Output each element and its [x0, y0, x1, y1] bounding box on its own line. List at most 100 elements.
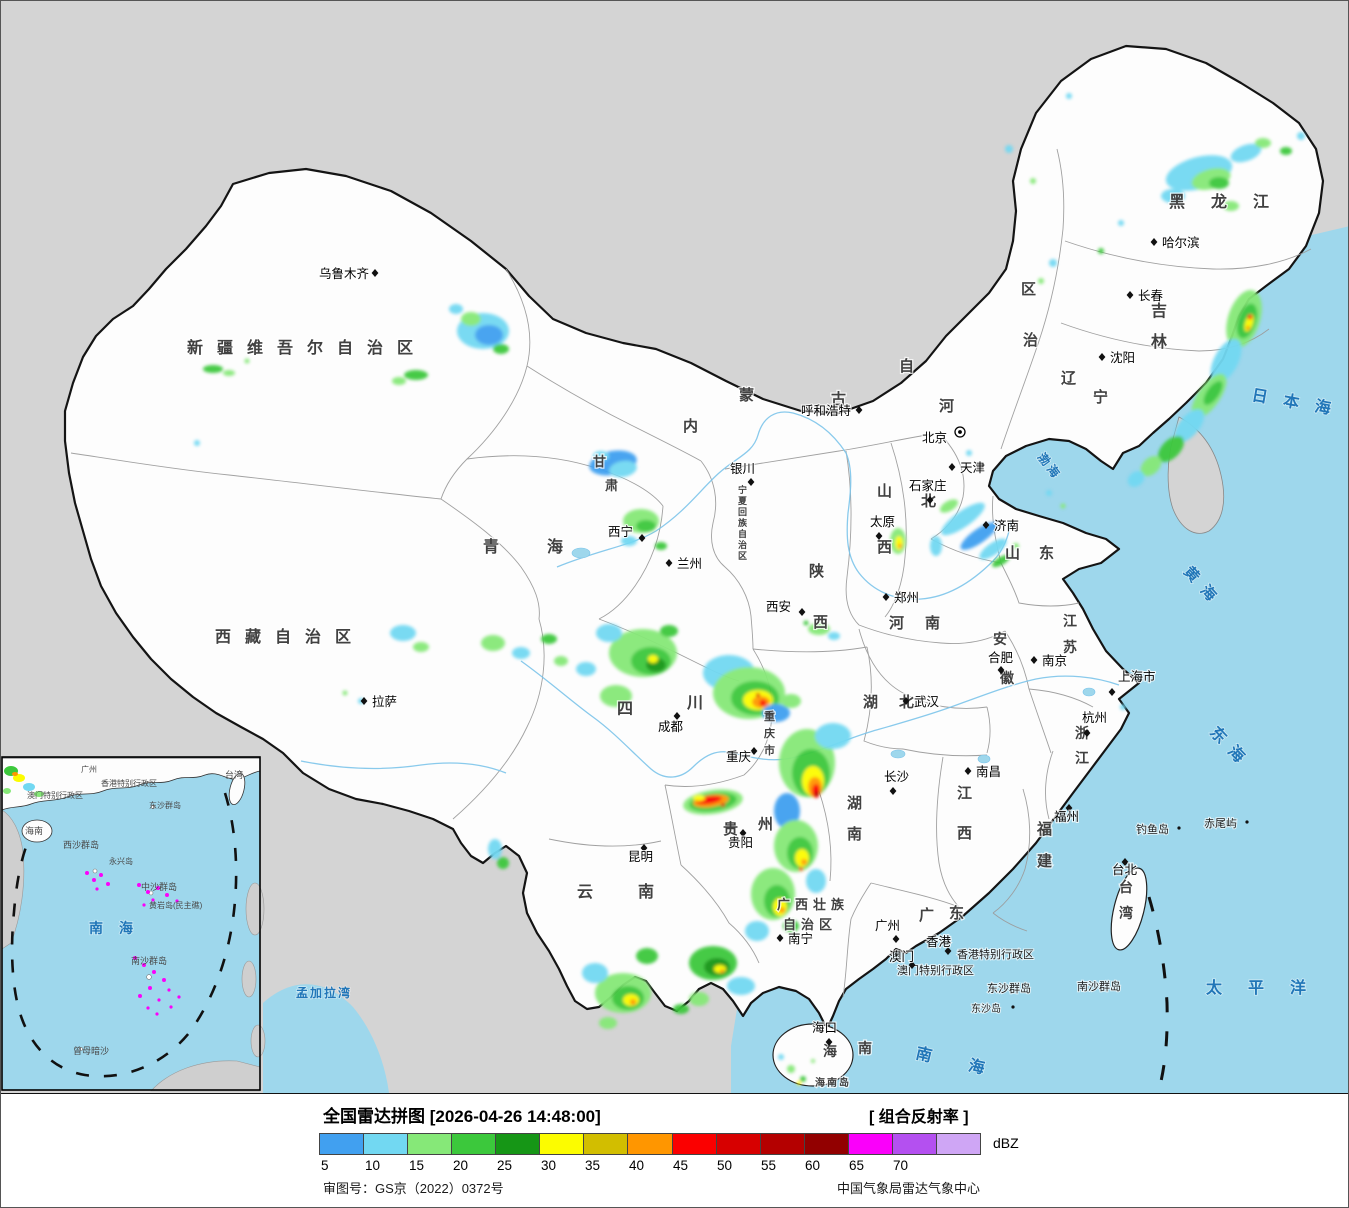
province-label: 新疆维吾尔自治区: [187, 338, 427, 357]
legend-color-cell: [584, 1134, 629, 1154]
city-label: 天津: [960, 461, 985, 475]
city-marker: [926, 496, 934, 504]
lakes: [571, 547, 1096, 764]
city: 哈尔滨: [1150, 234, 1201, 251]
city: 成都: [657, 712, 685, 735]
city: 太原: [869, 513, 896, 540]
city: 济南: [982, 517, 1020, 534]
city-marker: [892, 935, 900, 943]
credit: 中国气象局雷达气象中心: [837, 1181, 981, 1196]
city-label: 长沙: [884, 770, 910, 784]
province-label: 甘: [593, 454, 606, 469]
product-label: [ 组合反射率 ]: [869, 1109, 969, 1126]
city-label: 太原: [870, 514, 895, 529]
city-marker: [944, 947, 952, 955]
city-label: 郑州: [894, 590, 919, 605]
city-label: 武汉: [914, 695, 940, 709]
city-marker: [948, 463, 956, 471]
legend-value: 60: [805, 1158, 821, 1173]
province-label: 山: [1005, 545, 1020, 562]
province-label: 川: [686, 695, 703, 712]
legend-color-cell: [892, 1134, 937, 1154]
province-label: 州: [757, 816, 773, 833]
province-label: 区: [1021, 281, 1036, 298]
province-label: 贵: [723, 820, 738, 838]
city-marker: [1126, 291, 1134, 299]
radar-echo-layer: [194, 93, 1305, 1085]
city: 天津: [948, 460, 986, 476]
radar-echo-cluster-qinghai-tibet: [342, 625, 568, 704]
city-label: 拉萨: [372, 694, 397, 709]
radar-echo-cluster-hunan: [774, 723, 851, 893]
city-label: 福州: [1054, 809, 1079, 824]
province-label: 自治区: [783, 917, 837, 932]
province-label: 浙江: [1075, 725, 1089, 766]
city: 上海市: [1108, 668, 1157, 696]
island-label: 东沙岛: [971, 1002, 1001, 1015]
province-label: 宁: [1093, 388, 1108, 406]
legend-color-cell: [848, 1134, 893, 1154]
city-marker: [640, 844, 648, 852]
legend-value: 55: [761, 1158, 777, 1173]
province-label: 重庆市: [763, 709, 775, 757]
sea-label: 孟加拉湾: [296, 985, 352, 1000]
inset-label: 东沙群岛: [149, 800, 181, 810]
city-label: 兰州: [677, 557, 702, 571]
inset-taiwan: [228, 772, 246, 806]
legend-color-cell: [408, 1134, 453, 1154]
province-label: 广西壮族: [777, 897, 849, 912]
inset-vietnam: [1, 809, 25, 950]
province-label: 山: [877, 483, 892, 500]
city-label: 台北: [1112, 862, 1138, 877]
legend-color-cell: [804, 1134, 849, 1154]
city-marker: [1065, 804, 1073, 812]
island-label: 香港特别行政区: [957, 947, 1034, 961]
city-marker: [825, 1038, 833, 1046]
radar-echo-cluster-guizhou: [683, 789, 743, 815]
province-label: 四: [617, 701, 633, 718]
legend-panel: 全国雷达拼图 [2026-04-26 14:48:00] [ 组合反射率 ] 5…: [1, 1093, 1348, 1207]
city-label: 上海市: [1118, 669, 1156, 684]
inset-label: 南海: [89, 920, 149, 936]
city-marker: [1098, 353, 1106, 361]
island-markers: [1011, 820, 1249, 1009]
city-marker: [371, 269, 379, 277]
city-label: 成都: [658, 720, 684, 734]
province-label: 台湾: [1119, 879, 1133, 921]
province-label: 治: [1023, 331, 1038, 349]
province-label: 内: [683, 417, 698, 435]
city-label: 沈阳: [1110, 350, 1135, 365]
city-marker: [1121, 858, 1129, 866]
sea-label: 太平洋: [1205, 978, 1332, 997]
nine-dash-line: [1147, 896, 1169, 1094]
city-label: 香港: [926, 935, 952, 949]
city: 呼和浩特: [800, 402, 863, 419]
city: 广州: [874, 918, 901, 943]
city: 西安: [765, 598, 806, 616]
legend-value: 5: [321, 1158, 329, 1173]
legend-color-cell: [936, 1134, 980, 1154]
city-marker: [1108, 688, 1116, 696]
city: 石家庄: [908, 477, 948, 504]
province-label: 肃: [605, 478, 618, 493]
map-area: 新疆维吾尔自治区西藏自治区青海内蒙古自治区黑龙江吉林辽宁河北山西山东河南陕西甘肃…: [1, 1, 1348, 1094]
radar-echo-cluster-chongqing: [703, 655, 801, 722]
city: 昆明: [627, 844, 654, 865]
province-label: 青海: [483, 537, 611, 556]
city-marker: [665, 559, 673, 567]
province-label: 海南岛: [815, 1076, 851, 1089]
city-label: 石家庄: [909, 478, 947, 493]
city: 长春: [1126, 288, 1165, 304]
province-label: 古: [831, 390, 846, 408]
province-label: 河: [889, 614, 904, 632]
province-label: 江苏: [1063, 613, 1077, 655]
legend-values: 5 10 15 20 25 30 35 40 45 50 55 60 65 70: [319, 1158, 1019, 1174]
city-label: 乌鲁木齐: [319, 266, 370, 281]
province-label: 南: [638, 882, 654, 901]
inset-corner-echo: [3, 766, 44, 797]
city: 南昌: [964, 763, 1002, 780]
china-landmass: [63, 44, 1325, 1031]
radar-echo-cluster-south-border: [673, 946, 755, 1014]
